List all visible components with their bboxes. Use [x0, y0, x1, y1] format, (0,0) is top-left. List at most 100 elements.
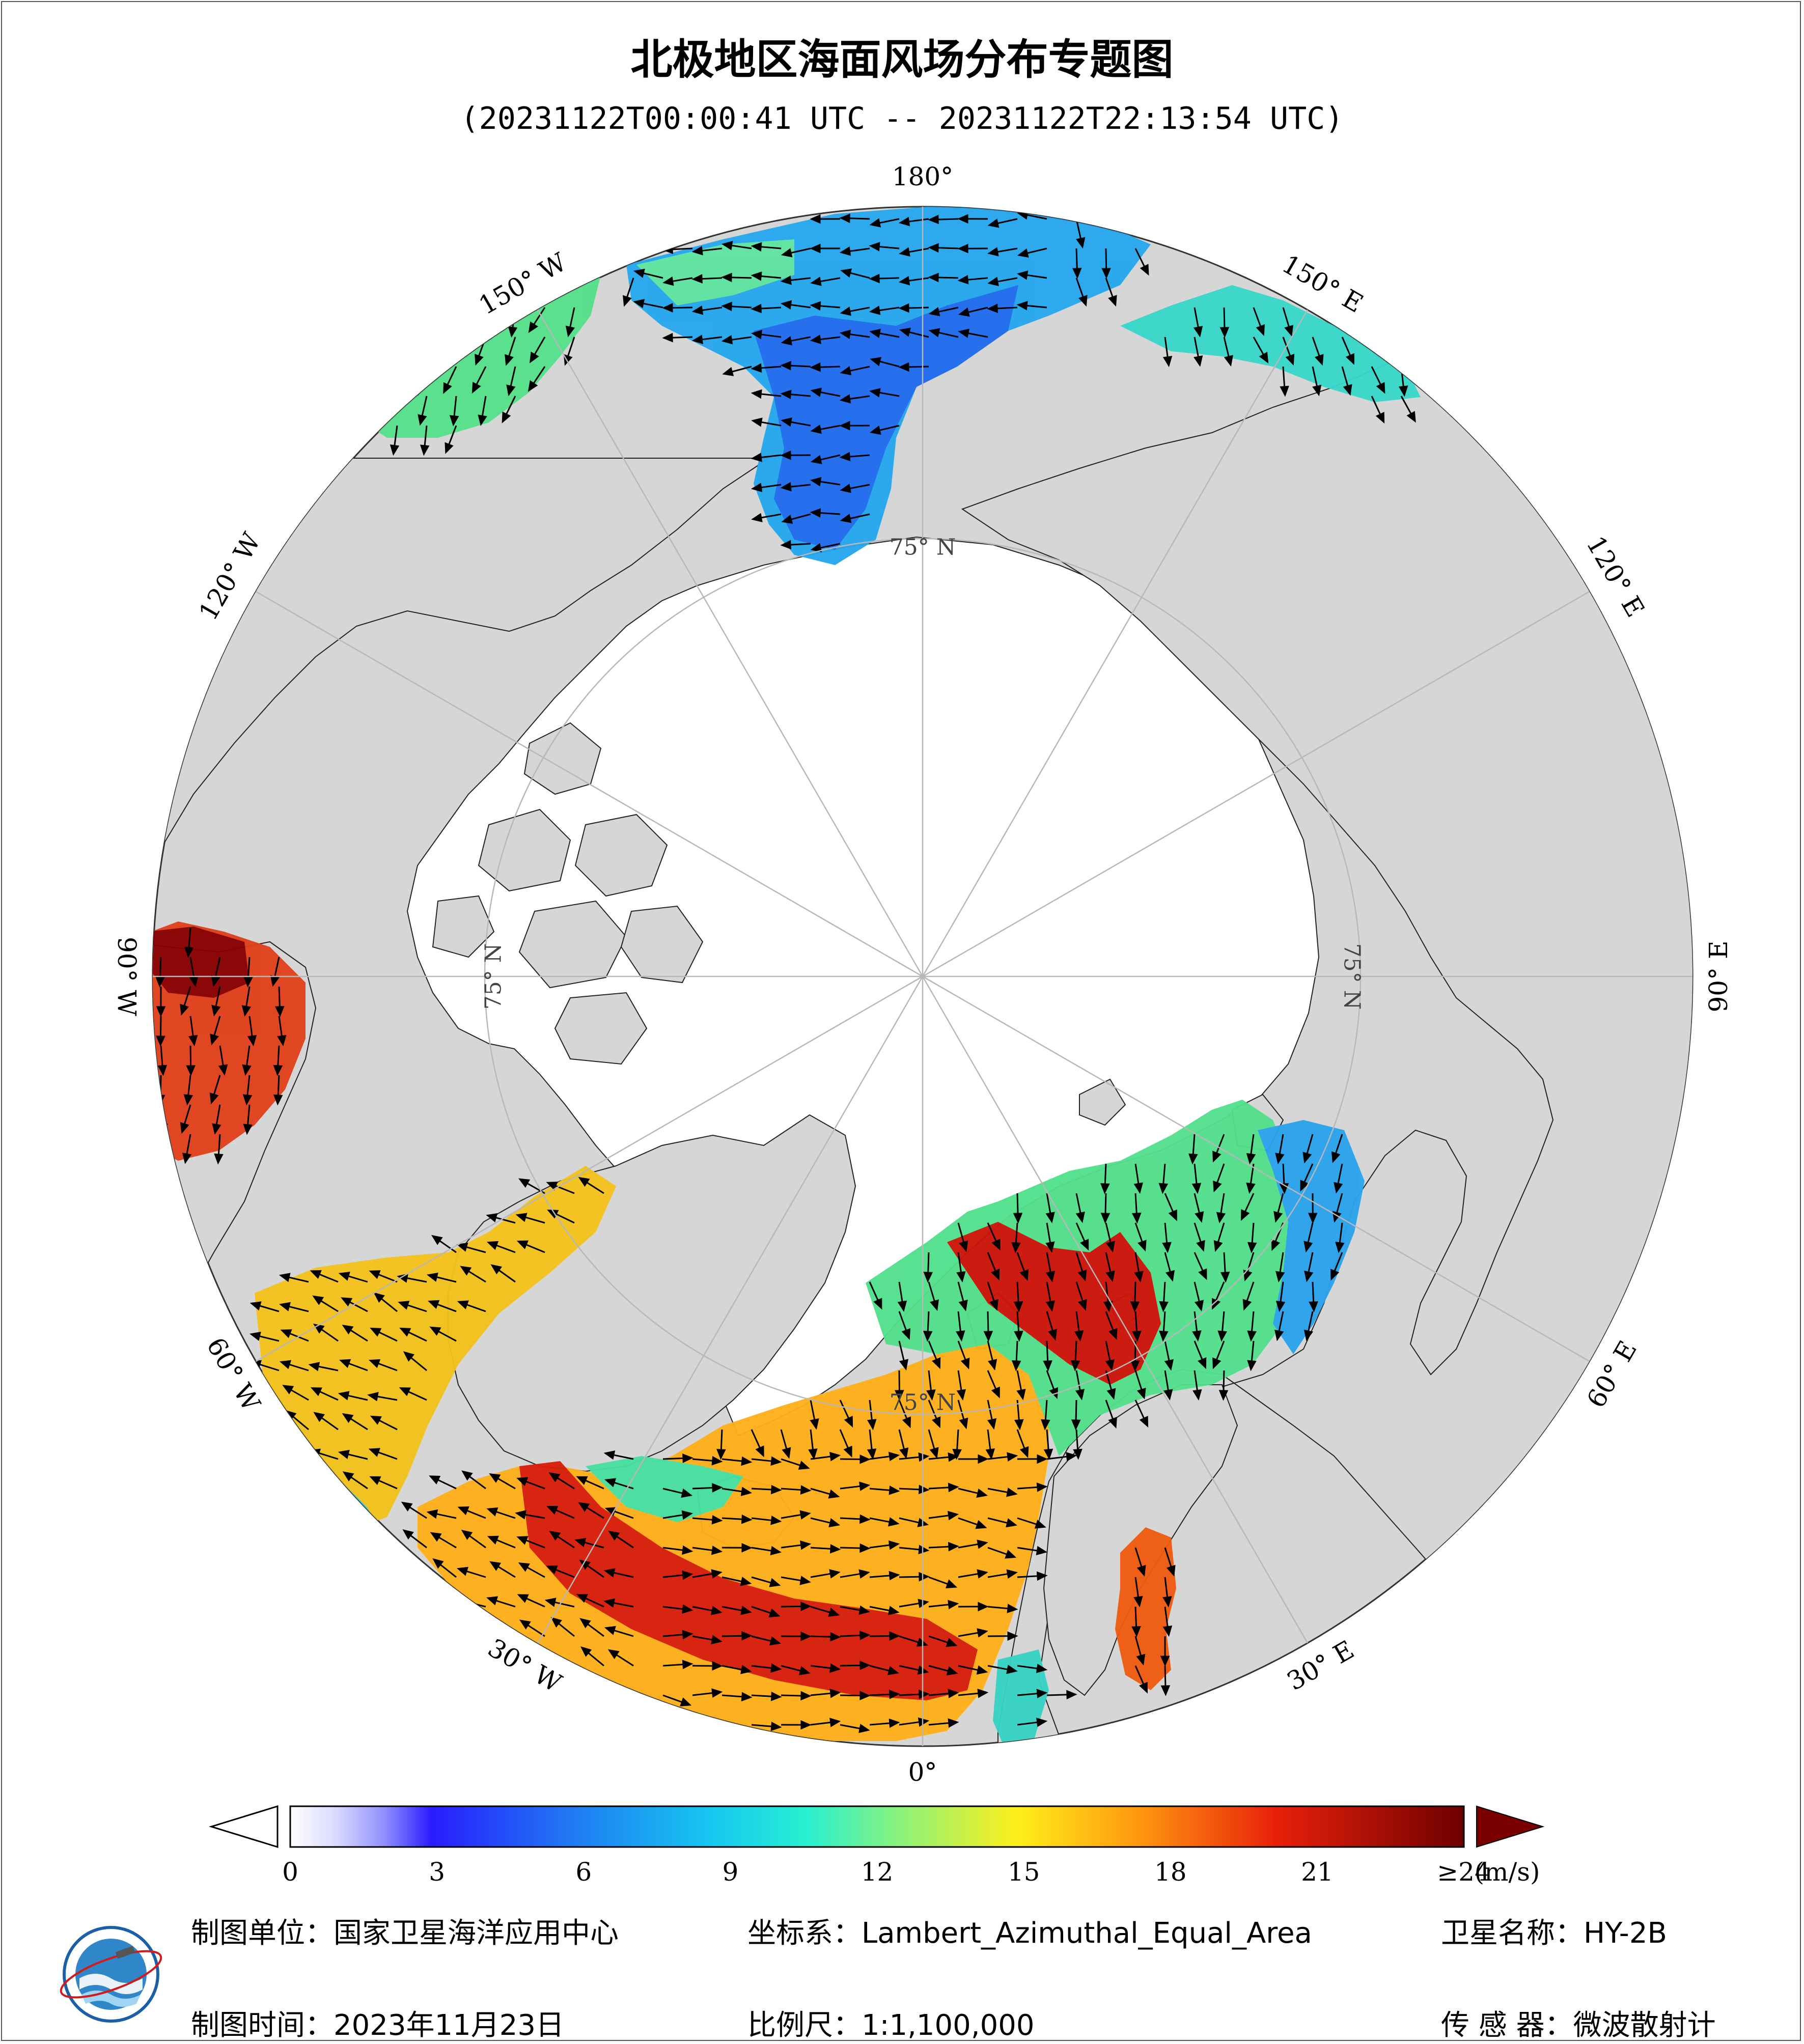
wind-arrow: [506, 366, 516, 397]
wind-arrow: [1103, 1281, 1113, 1312]
meridian-line: [537, 976, 924, 1644]
wind-arrow: [780, 360, 811, 371]
map-title: 北极地区海面风场分布专题图: [630, 36, 1174, 84]
wind-arrow: [546, 1506, 575, 1519]
wind-arrow: [313, 1412, 339, 1431]
wind-arrow: [928, 1542, 959, 1552]
wind-arrow: [242, 1075, 253, 1106]
wind-arrow: [840, 513, 870, 523]
wind-arrow: [460, 1266, 486, 1283]
wind-arrow: [282, 1385, 309, 1401]
wind-arrow: [489, 1473, 516, 1490]
wind-arrow: [987, 1664, 1018, 1674]
wind-arrow: [869, 328, 900, 338]
wind-arrow: [721, 241, 752, 250]
wind-arrow: [987, 1569, 1018, 1579]
wind-arrow: [373, 1292, 398, 1312]
wind-arrow: [810, 454, 841, 464]
wind-arrow: [1213, 1222, 1225, 1252]
wind-arrow: [928, 1665, 958, 1675]
wind-arrow: [928, 1689, 959, 1698]
wind-arrow: [432, 1558, 457, 1578]
wind-arrow: [368, 1448, 398, 1460]
wind-arrow: [1011, 1222, 1021, 1253]
wind-arrow: [957, 1399, 968, 1430]
wind-arrow: [1046, 1690, 1077, 1700]
wind-arrow: [691, 305, 723, 315]
wind-arrow: [502, 396, 516, 424]
wind-arrow: [1253, 337, 1269, 364]
wind-arrow: [987, 1488, 1018, 1497]
wind-arrow: [928, 1399, 941, 1429]
wind-arrow: [1220, 1252, 1230, 1283]
meridian-line: [922, 976, 1309, 1644]
wind-arrow: [987, 303, 1018, 314]
wind-arrow: [957, 243, 988, 254]
wind-arrow: [751, 271, 782, 281]
wind-arrow: [603, 1598, 634, 1608]
wind-arrow: [1013, 1281, 1023, 1312]
wind-arrow: [399, 1387, 427, 1401]
wind-arrow: [956, 1252, 966, 1283]
wind-arrow: [1017, 1517, 1046, 1529]
wind-arrow: [898, 1399, 911, 1429]
wind-arrow: [1275, 1134, 1285, 1164]
wind-arrow: [781, 247, 811, 258]
wind-arrow: [952, 1429, 962, 1460]
wind-arrow: [1073, 1429, 1083, 1460]
wind-arrow: [1246, 1134, 1256, 1165]
wind-arrow: [810, 276, 841, 286]
wind-arrow: [928, 1576, 958, 1588]
wind-arrow: [1133, 1577, 1143, 1608]
wind-arrow: [1016, 1370, 1026, 1401]
wind-arrow: [505, 337, 516, 366]
wind-arrow: [1300, 1163, 1314, 1192]
wind-arrow: [928, 1340, 941, 1369]
wind-arrow: [1134, 1370, 1146, 1399]
wind-arrow: [692, 1456, 723, 1466]
wind-arrow: [691, 274, 723, 284]
wind-arrow: [751, 363, 782, 373]
wind-arrow: [751, 483, 782, 492]
wind-arrow: [691, 334, 723, 344]
wind-arrow: [928, 272, 959, 283]
wind-arrow: [1400, 396, 1416, 423]
wind-arrow: [487, 1535, 516, 1549]
colorbar-tick-label: 0: [282, 1857, 298, 1887]
wind-arrow: [692, 1688, 723, 1698]
wind-arrow: [869, 1606, 900, 1615]
wind-arrow: [810, 1718, 841, 1727]
wind-arrow: [987, 276, 1018, 287]
wind-arrow: [515, 1213, 545, 1224]
wind-arrow: [751, 242, 782, 252]
wind-arrow: [899, 1545, 930, 1554]
wind-arrow: [928, 214, 959, 225]
wind-arrow: [691, 246, 723, 256]
wind-arrow: [283, 1502, 309, 1519]
longitude-label: 180°: [892, 162, 953, 191]
wind-arrow: [987, 1222, 1001, 1251]
wind-arrow: [869, 1631, 900, 1641]
wind-arrow: [928, 1600, 959, 1610]
wind-arrow: [716, 1429, 726, 1460]
wind-arrow: [1075, 1222, 1089, 1251]
meridian-line: [922, 591, 1590, 977]
wind-arrow: [987, 1517, 1017, 1528]
wind-arrow: [987, 1340, 997, 1371]
wind-arrow: [751, 1546, 782, 1556]
wind-arrow: [958, 328, 988, 338]
wind-arrow: [928, 1429, 939, 1459]
wind-arrow: [443, 366, 457, 394]
wind-arrow: [275, 986, 285, 1017]
wind-arrow: [751, 453, 782, 462]
wind-arrow: [338, 1391, 368, 1401]
wind-arrow: [1159, 1311, 1169, 1342]
wind-arrow: [1371, 366, 1385, 394]
wind-arrow: [604, 1626, 634, 1637]
wind-arrow: [721, 1514, 753, 1524]
wind-arrow: [898, 216, 929, 227]
wind-arrow: [369, 1270, 398, 1283]
wind-arrow: [1105, 1399, 1117, 1429]
wind-arrow: [781, 1720, 812, 1730]
